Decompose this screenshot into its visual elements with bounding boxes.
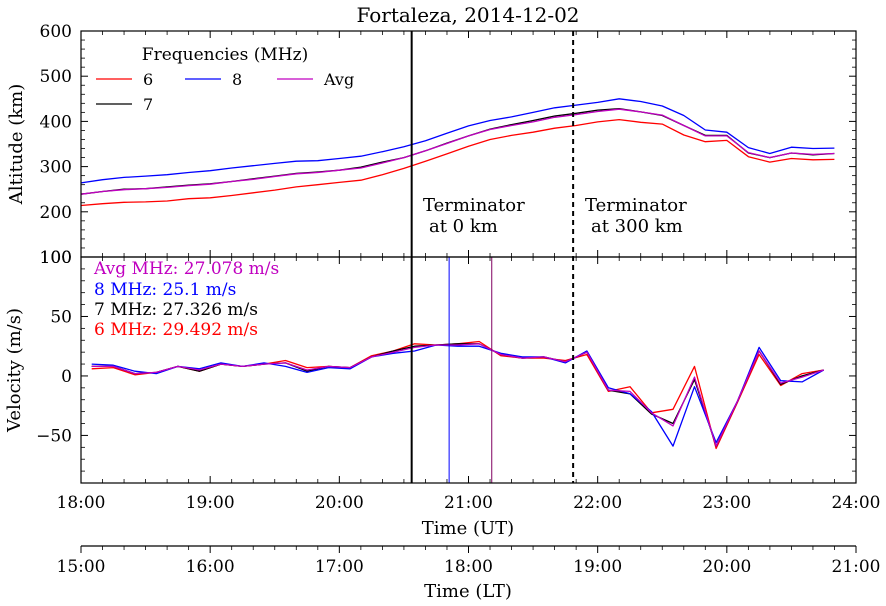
lt-tick-label: 21:00	[832, 557, 881, 577]
ut-tick-label: 23:00	[702, 493, 751, 513]
velocity-line-avg	[91, 343, 824, 447]
altitude-line-6	[80, 118, 835, 207]
ut-tick-label: 19:00	[186, 493, 235, 513]
velocity-line-7	[91, 343, 824, 447]
velocity-tick-label: 100	[40, 248, 72, 268]
lt-tick-label: 19:00	[573, 557, 622, 577]
terminator-annotation-0km: Terminator at 0 km	[423, 195, 530, 237]
lt-tick-label: 20:00	[702, 557, 751, 577]
lt-tick-label: 18:00	[444, 557, 493, 577]
altitude-tick-label: 400	[40, 112, 72, 132]
terminator-annotation-300km-line1: Terminator	[585, 195, 687, 216]
altitude-line-8	[80, 98, 835, 184]
chart-title: Fortaleza, 2014-12-02	[356, 3, 579, 27]
terminator-annotation-300km-line2: at 300 km	[591, 216, 683, 237]
velocity-line-8	[91, 344, 825, 447]
altitude-axis-label: Altitude (km)	[6, 84, 27, 206]
velocity-panel-frame	[80, 256, 857, 484]
ut-axis: 18:00 19:00 20:00 21:00 22:00 23:00 24:00 Time…	[57, 493, 881, 539]
legend-label-7: 7	[143, 95, 153, 114]
velocity-tick-label: −50	[36, 426, 72, 446]
altitude-line-7	[80, 108, 835, 195]
ut-tick-label: 22:00	[573, 493, 622, 513]
velocity-tick-label: 0	[61, 367, 72, 387]
velocity-tick-label: 50	[50, 307, 72, 327]
ut-tick-label: 24:00	[832, 493, 881, 513]
lt-tick-label: 15:00	[57, 557, 106, 577]
lt-tick-label: 16:00	[186, 557, 235, 577]
ut-tick-label: 18:00	[57, 493, 106, 513]
speed-label-6: 6 MHz: 29.492 m/s	[94, 320, 258, 340]
legend-title: Frequencies (MHz)	[142, 45, 308, 65]
legend-label-8: 8	[232, 70, 242, 89]
lt-tick-label: 17:00	[315, 557, 364, 577]
altitude-tick-label: 100	[40, 248, 72, 268]
velocity-line-6	[91, 340, 824, 450]
altitude-tick-label: 600	[40, 22, 72, 42]
altitude-tick-label: 500	[40, 67, 72, 87]
terminator-lines	[410, 31, 575, 483]
ut-tick-label: 20:00	[315, 493, 364, 513]
velocity-panel: 100 50 0 −50 Velocity (m/s) Avg MHz: 27.078…	[4, 248, 857, 484]
velocity-axis-label: Velocity (m/s)	[4, 308, 25, 433]
altitude-panel: 100 200 300 400 500 600 Altitude (km) Frequen…	[6, 22, 857, 268]
speed-label-avg: Avg MHz: 27.078 m/s	[93, 259, 279, 279]
lt-axis: 15:00 16:00 17:00 18:00 19:00 20:00 21:00 Time…	[57, 545, 881, 602]
legend-label-6: 6	[143, 70, 153, 89]
speed-label-7: 7 MHz: 27.326 m/s	[94, 300, 258, 320]
altitude-tick-label: 300	[40, 158, 72, 178]
altitude-line-avg	[80, 108, 835, 195]
terminator-annotation-300km: Terminator at 300 km	[585, 195, 692, 237]
lt-axis-label: Time (LT)	[424, 581, 512, 602]
speed-label-8: 8 MHz: 25.1 m/s	[94, 280, 236, 300]
ut-axis-label: Time (UT)	[422, 518, 514, 539]
terminator-annotation-0km-line1: Terminator	[423, 195, 525, 216]
terminator-annotation-0km-line2: at 0 km	[429, 216, 498, 237]
legend-label-avg: Avg	[323, 70, 354, 89]
legend: Frequencies (MHz) 6 8 Avg 7	[96, 45, 354, 114]
ut-tick-label: 21:00	[444, 493, 493, 513]
altitude-tick-label: 200	[40, 203, 72, 223]
